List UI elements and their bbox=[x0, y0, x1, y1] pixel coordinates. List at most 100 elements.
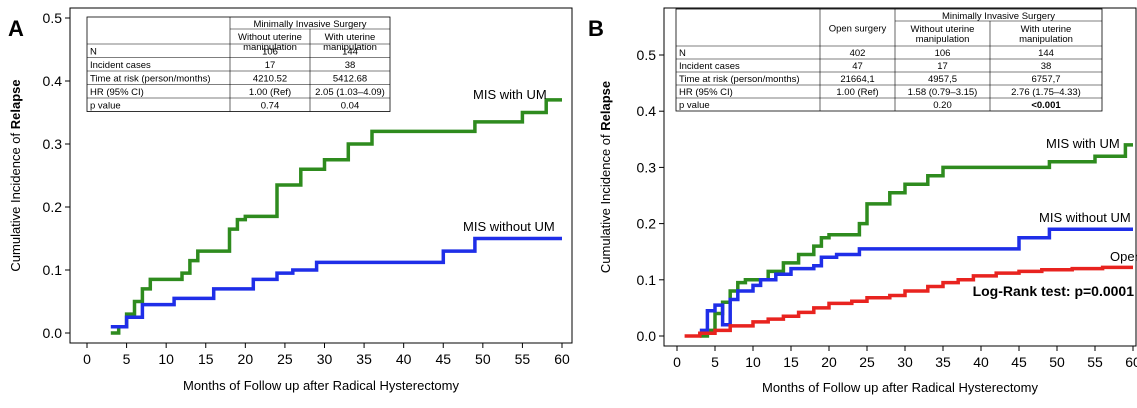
table-group-header: Minimally Invasive Surgery bbox=[254, 19, 367, 30]
table-col-header: Without uterine bbox=[238, 32, 302, 43]
y-tick-label: 0.4 bbox=[637, 103, 657, 119]
table-row-label: Incident cases bbox=[90, 60, 151, 71]
table-cell: 2.05 (1.03–4.09) bbox=[315, 87, 385, 98]
series-line-mis-with-um bbox=[699, 143, 1133, 338]
x-tick-label: 5 bbox=[711, 354, 719, 370]
table-row-label: HR (95% CI) bbox=[679, 87, 733, 98]
table-row-label: p value bbox=[90, 101, 121, 112]
series-line-mis-with-um bbox=[110, 98, 562, 335]
x-tick-label: 10 bbox=[745, 354, 761, 370]
x-tick-label: 15 bbox=[783, 354, 799, 370]
table-cell: 402 bbox=[850, 48, 866, 59]
table-col-header: manipulation bbox=[323, 42, 377, 53]
table-row-label: Time at risk (person/months) bbox=[679, 74, 800, 85]
table-row-label: N bbox=[90, 47, 97, 58]
log-rank-annotation: Log-Rank test: p=0.0001 bbox=[973, 283, 1135, 299]
series-label-mis-with-um: MIS with UM bbox=[473, 87, 547, 102]
x-tick-label: 5 bbox=[123, 351, 131, 367]
table-cell: 38 bbox=[345, 60, 356, 71]
table-group-header: Minimally Invasive Surgery bbox=[942, 11, 1055, 22]
table-col-header: manipulation bbox=[1019, 34, 1073, 45]
table-border bbox=[675, 8, 1103, 112]
table-row-label: Incident cases bbox=[679, 61, 740, 72]
stats-table: Minimally Invasive Surgery Open surgery Wi… bbox=[675, 8, 1103, 112]
panel-label: A bbox=[8, 16, 24, 41]
x-tick-label: 60 bbox=[1125, 354, 1137, 370]
x-tick-label: 45 bbox=[435, 351, 451, 367]
table-col-header: With uterine bbox=[1021, 24, 1072, 35]
table-cell: 2.76 (1.75–4.33) bbox=[1011, 87, 1081, 98]
panel-label: B bbox=[588, 16, 604, 41]
table-row-label: Time at risk (person/months) bbox=[90, 74, 211, 85]
table-cell: 106 bbox=[935, 48, 951, 59]
table-cell: 6757,7 bbox=[1031, 74, 1060, 85]
table-cell: <0.001 bbox=[1031, 100, 1061, 111]
y-tick-label: 0.5 bbox=[43, 10, 63, 26]
plot-frame bbox=[663, 7, 1137, 347]
table-cell: 17 bbox=[937, 61, 948, 72]
table-cell: 21664,1 bbox=[840, 74, 874, 85]
series-line-mis-without-um bbox=[110, 236, 562, 329]
y-axis-label: Cumulative Incidence of Relapse bbox=[8, 79, 23, 271]
y-tick-label: 0.4 bbox=[43, 73, 63, 89]
table-col-header: manipulation bbox=[916, 34, 970, 45]
table-cell: 0.04 bbox=[341, 101, 360, 112]
stats-table: Minimally Invasive Surgery Without uterin… bbox=[86, 16, 391, 112]
y-tick-label: 0.3 bbox=[43, 136, 63, 152]
x-axis-label: Months of Follow up after Radical Hyster… bbox=[762, 380, 1038, 395]
panel-a: A 0.0 0.1 0.2 0.3 0.4 0.5 0 5 10 15 20 25 30 35 40 45 50 5… bbox=[0, 0, 575, 403]
x-tick-label: 60 bbox=[554, 351, 570, 367]
table-col-header: manipulation bbox=[243, 42, 297, 53]
x-tick-label: 35 bbox=[356, 351, 372, 367]
x-tick-label: 30 bbox=[317, 351, 333, 367]
series-label-mis-with-um: MIS with UM bbox=[1046, 136, 1120, 151]
table-col-header: With uterine bbox=[325, 32, 376, 43]
table-cell: 106 bbox=[262, 47, 278, 58]
x-tick-label: 40 bbox=[396, 351, 412, 367]
x-tick-label: 25 bbox=[277, 351, 293, 367]
series-label-open: Open bbox=[1110, 249, 1137, 264]
series-label-mis-without-um: MIS without UM bbox=[1039, 210, 1131, 225]
series-line-open bbox=[684, 265, 1133, 338]
x-tick-label: 55 bbox=[1087, 354, 1103, 370]
table-cell: 0.20 bbox=[933, 100, 952, 111]
table-row-label: HR (95% CI) bbox=[90, 87, 144, 98]
table-cell: 144 bbox=[1038, 48, 1054, 59]
x-tick-label: 35 bbox=[935, 354, 951, 370]
table-cell: 0.74 bbox=[261, 101, 280, 112]
table-border bbox=[86, 16, 391, 112]
x-tick-label: 15 bbox=[198, 351, 214, 367]
y-tick-label: 0.2 bbox=[43, 199, 63, 215]
y-tick-label: 0.1 bbox=[637, 272, 657, 288]
series-line-mis-without-um bbox=[699, 227, 1133, 333]
table-cell: 144 bbox=[342, 47, 358, 58]
plot-frame bbox=[69, 7, 573, 344]
table-cell: 4957,5 bbox=[928, 74, 957, 85]
table-row-label: p value bbox=[679, 100, 710, 111]
y-tick-label: 0.3 bbox=[637, 159, 657, 175]
x-tick-label: 30 bbox=[897, 354, 913, 370]
y-tick-label: 0.2 bbox=[637, 216, 657, 232]
y-tick-label: 0.0 bbox=[43, 325, 63, 341]
x-tick-label: 0 bbox=[83, 351, 91, 367]
table-cell: 5412.68 bbox=[333, 74, 367, 85]
x-tick-label: 55 bbox=[515, 351, 531, 367]
x-tick-label: 25 bbox=[859, 354, 875, 370]
x-axis-label: Months of Follow up after Radical Hyster… bbox=[183, 378, 459, 393]
y-tick-label: 0.1 bbox=[43, 262, 63, 278]
table-cell: 17 bbox=[265, 60, 276, 71]
table-col-header: Without uterine bbox=[911, 24, 975, 35]
x-tick-label: 20 bbox=[821, 354, 837, 370]
x-tick-label: 50 bbox=[1049, 354, 1065, 370]
table-cell: 47 bbox=[852, 61, 863, 72]
y-tick-label: 0.0 bbox=[637, 328, 657, 344]
series-label-mis-without-um: MIS without UM bbox=[463, 219, 555, 234]
y-axis-label: Cumulative Incidence of Relapse bbox=[598, 81, 613, 273]
table-cell: 1.00 (Ref) bbox=[249, 87, 291, 98]
table-cell: 1.58 (0.79–3.15) bbox=[908, 87, 978, 98]
table-cell: 4210.52 bbox=[253, 74, 287, 85]
x-tick-label: 20 bbox=[238, 351, 254, 367]
x-tick-label: 40 bbox=[973, 354, 989, 370]
chart-svg: A 0.0 0.1 0.2 0.3 0.4 0.5 0 5 10 15 20 25 30 35 40 45 50 5… bbox=[8, 7, 573, 393]
table-cell: 1.00 (Ref) bbox=[836, 87, 878, 98]
